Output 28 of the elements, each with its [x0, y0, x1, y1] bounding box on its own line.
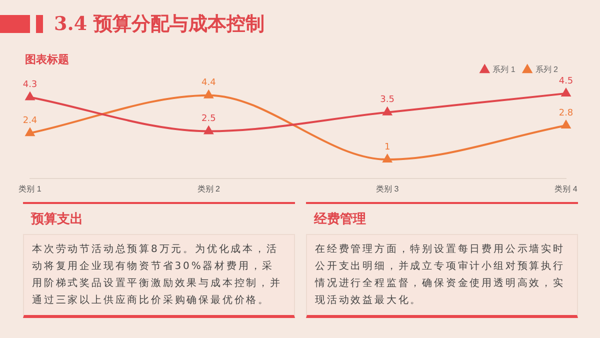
x-tick-label: 类别 2	[197, 184, 221, 194]
text: 预算支出	[31, 211, 84, 228]
point	[562, 120, 570, 129]
point	[26, 128, 34, 136]
x-tick-label: 类别 1	[18, 184, 42, 194]
x-tick-label: 类别 4	[554, 184, 578, 194]
data-label: 2.8	[558, 108, 574, 118]
chart-subtitle: 图表标题	[25, 52, 69, 67]
point	[562, 88, 570, 96]
data-label: 4.5	[558, 76, 574, 86]
x-tick-label: 类别 3	[376, 184, 400, 194]
data-label: 3.5	[380, 95, 394, 106]
point	[26, 92, 34, 100]
legend-label: 系列 2	[535, 65, 559, 74]
data-label: 4.3	[22, 80, 38, 90]
data-label: 4.4	[202, 78, 216, 88]
data-label: 1	[384, 142, 390, 152]
point	[204, 126, 214, 134]
chart-title: 3.4 预算分配与成本控制	[54, 12, 265, 37]
data-label: 2.4	[22, 116, 38, 126]
point	[382, 154, 392, 163]
text: 经费管理	[314, 211, 367, 228]
text: 本次劳动节活动总预算8万元。为优化成本，活动将复用企业现有物资节省30%器材费用，采用阶梯式奖品设置平衡激励效果与成本控制，并通过三家以上供应商比价采购确保最优价格。	[23, 234, 295, 318]
point	[204, 90, 214, 98]
text: 在经费管理方面，特别设置每日费用公示墙实时公开支出明细，并成立专项审计小组对预算执行情况进行全程监督，确保资金使用透明高效，实现活动效益最大化。	[306, 234, 578, 318]
legend-label: 系列 1	[492, 65, 516, 74]
point	[382, 107, 392, 116]
data-label: 2.5	[202, 114, 216, 124]
